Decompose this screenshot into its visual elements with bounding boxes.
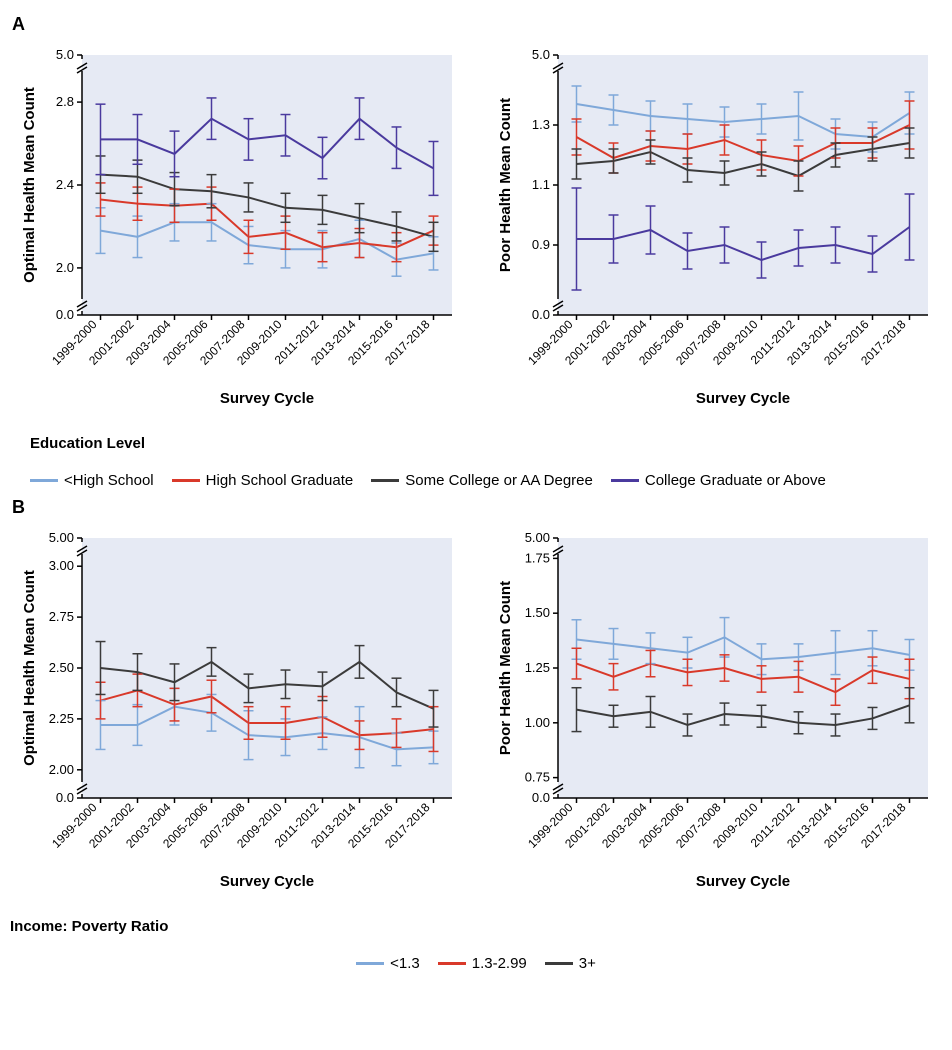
svg-text:Poor Health Mean Count: Poor Health Mean Count	[497, 98, 514, 272]
svg-text:3.00: 3.00	[49, 558, 74, 573]
legend-swatch	[611, 479, 639, 482]
legend-item: Some College or AA Degree	[371, 472, 593, 489]
svg-text:5.0: 5.0	[532, 47, 550, 62]
panel-label-a: A	[12, 14, 942, 35]
legend-education: Education Level <High School High School G…	[30, 435, 942, 489]
legend-swatch	[356, 962, 384, 965]
svg-text:0.0: 0.0	[56, 790, 74, 805]
svg-text:5.00: 5.00	[525, 530, 550, 545]
svg-text:1.25: 1.25	[525, 660, 550, 675]
legend-swatch	[172, 479, 200, 482]
legend-swatch	[30, 479, 58, 482]
svg-text:1.00: 1.00	[525, 715, 550, 730]
legend-item: <High School	[30, 472, 154, 489]
svg-text:Survey Cycle: Survey Cycle	[220, 390, 314, 407]
svg-text:0.0: 0.0	[56, 307, 74, 322]
svg-text:0.75: 0.75	[525, 770, 550, 785]
chart-b-left: 2.00 2.25 2.50 2.75 3.00 0.0 5.00 Optimal Healt…	[10, 520, 466, 910]
legend-item: College Graduate or Above	[611, 472, 826, 489]
svg-text:1.1: 1.1	[532, 177, 550, 192]
svg-text:Survey Cycle: Survey Cycle	[696, 873, 790, 890]
legend-label: College Graduate or Above	[645, 472, 826, 489]
svg-text:Poor Health Mean Count: Poor Health Mean Count	[497, 581, 514, 755]
legend-label: <High School	[64, 472, 154, 489]
legend-item: High School Graduate	[172, 472, 354, 489]
svg-text:Optimal Health Mean Count: Optimal Health Mean Count	[21, 87, 38, 283]
chart-a-right: 0.91.11.30.05.0Poor Health Mean Count199…	[486, 37, 942, 427]
panel-label-b: B	[12, 497, 942, 518]
svg-text:2.8: 2.8	[56, 94, 74, 109]
legend-income: Income: Poverty Ratio <1.3 1.3-2.99 3+	[10, 918, 942, 972]
legend-swatch	[545, 962, 573, 965]
legend-label: 1.3-2.99	[472, 955, 527, 972]
figure: A 2.0 2.4 2.8 0.0 5.0 Optimal Health Mean Cou…	[10, 14, 942, 972]
svg-text:2.25: 2.25	[49, 711, 74, 726]
legend-label: Some College or AA Degree	[405, 472, 593, 489]
svg-text:2.50: 2.50	[49, 660, 74, 675]
svg-text:Survey Cycle: Survey Cycle	[696, 390, 790, 407]
panel-row-b: 2.00 2.25 2.50 2.75 3.00 0.0 5.00 Optimal Healt…	[10, 520, 942, 910]
svg-text:5.0: 5.0	[56, 47, 74, 62]
legend-item: 3+	[545, 955, 596, 972]
svg-text:Optimal Health Mean Count: Optimal Health Mean Count	[21, 570, 38, 766]
svg-text:0.0: 0.0	[532, 307, 550, 322]
svg-text:0.9: 0.9	[532, 237, 550, 252]
legend-swatch	[371, 479, 399, 482]
legend-swatch	[438, 962, 466, 965]
svg-text:0.0: 0.0	[532, 790, 550, 805]
legend-item: 1.3-2.99	[438, 955, 527, 972]
svg-text:2.00: 2.00	[49, 762, 74, 777]
chart-b-right: 0.75 1.00 1.25 1.50 1.75 0.0 5.00 Poor Health M…	[486, 520, 942, 910]
legend-label: 3+	[579, 955, 596, 972]
svg-text:Survey Cycle: Survey Cycle	[220, 873, 314, 890]
svg-text:2.0: 2.0	[56, 260, 74, 275]
legend-title: Income: Poverty Ratio	[10, 918, 942, 935]
legend-item: <1.3	[356, 955, 420, 972]
legend-label: <1.3	[390, 955, 420, 972]
panel-row-a: 2.0 2.4 2.8 0.0 5.0 Optimal Health Mean Count…	[10, 37, 942, 427]
svg-text:1.50: 1.50	[525, 605, 550, 620]
svg-text:5.00: 5.00	[49, 530, 74, 545]
legend-title: Education Level	[30, 435, 942, 452]
svg-text:1.75: 1.75	[525, 550, 550, 565]
svg-text:2.75: 2.75	[49, 609, 74, 624]
legend-label: High School Graduate	[206, 472, 354, 489]
svg-text:1.3: 1.3	[532, 117, 550, 132]
chart-a-left: 2.0 2.4 2.8 0.0 5.0 Optimal Health Mean Count…	[10, 37, 466, 427]
svg-text:2.4: 2.4	[56, 177, 74, 192]
